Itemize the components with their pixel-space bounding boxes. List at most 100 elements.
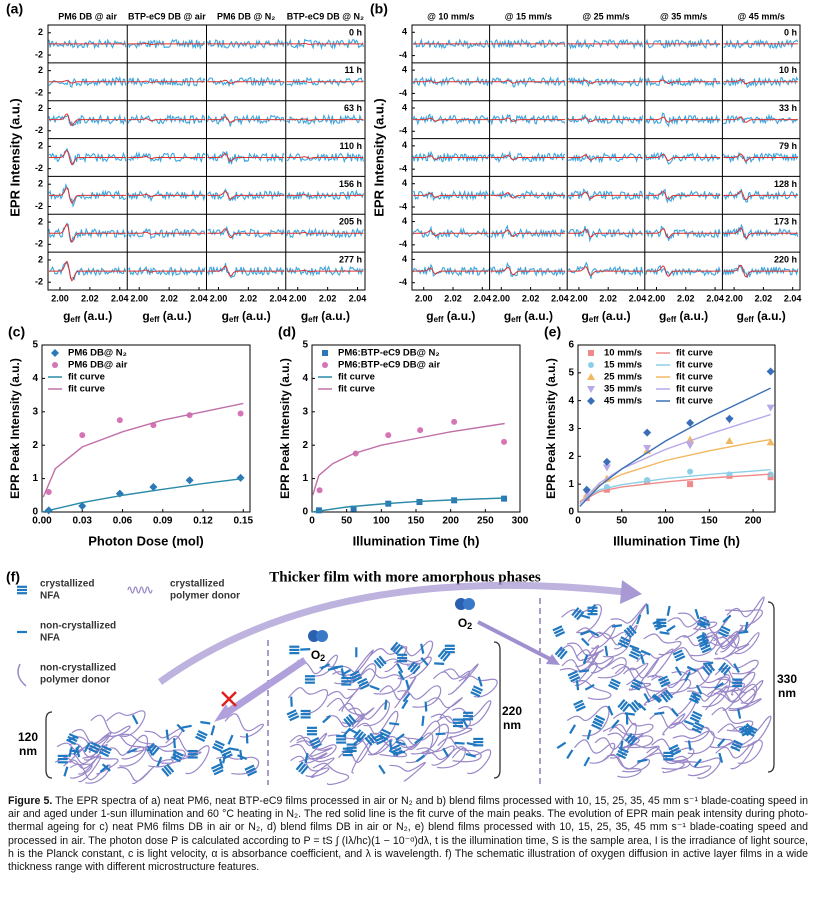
polymer — [458, 675, 498, 698]
nfa-single — [675, 666, 683, 676]
nfa-crystal — [672, 649, 683, 656]
marker — [45, 488, 52, 495]
y-axis-label: EPR Peak Intensity (a.u.) — [8, 358, 22, 499]
nfa-crystal — [619, 701, 628, 711]
spectrum — [722, 151, 799, 165]
panel-label: (f) — [6, 569, 20, 585]
nfa-single — [465, 752, 477, 758]
spectrum — [207, 262, 285, 279]
nfa-single — [414, 736, 424, 745]
nfa-single — [200, 720, 211, 725]
arrow-head — [214, 704, 232, 722]
polymer — [725, 680, 764, 704]
fit-curve — [41, 477, 244, 513]
x-tick-label: 200 — [745, 516, 762, 527]
nfa-crystal — [669, 747, 680, 754]
nfa-single — [395, 733, 405, 741]
polymer — [724, 690, 762, 710]
fit-line — [49, 113, 126, 127]
nfa-crystal — [659, 678, 670, 685]
nfa-single — [126, 747, 137, 754]
x-label-unit: (a.u.) — [239, 309, 271, 323]
polymer — [63, 755, 102, 782]
y-tick-label: -2 — [35, 125, 43, 135]
y-tick-label: 3 — [302, 406, 308, 417]
nfa-single — [590, 604, 597, 615]
polymer — [430, 713, 471, 734]
spectrum — [490, 150, 566, 164]
nfa-crystal — [471, 688, 482, 695]
nfa-crystal — [738, 724, 749, 731]
nfa-crystal — [298, 763, 307, 773]
nfa-crystal — [286, 709, 297, 716]
oxygen-label: O2 — [311, 648, 325, 663]
nfa-single — [694, 608, 700, 620]
fit-line — [645, 191, 721, 200]
y-tick-label: 4 — [402, 102, 407, 112]
nfa-crystal — [212, 766, 223, 773]
x-label-sub: eff — [229, 315, 239, 324]
nfa-crystal — [699, 616, 710, 623]
marker — [587, 373, 595, 380]
nfa-crystal — [694, 721, 705, 728]
nfa-crystal — [575, 705, 586, 712]
nfa-crystal — [704, 664, 713, 674]
nfa-crystal — [655, 624, 666, 631]
nfa-crystal — [571, 607, 580, 617]
x-axis-label: geff (a.u.) — [504, 309, 553, 324]
row-label: 0 h — [349, 27, 362, 37]
nfa-crystal — [573, 609, 582, 619]
polymer — [358, 668, 402, 695]
nfa-single — [435, 732, 446, 736]
x-tick-label: 2.02 — [444, 293, 462, 303]
x-label-sub: eff — [744, 315, 754, 324]
column-header: BTP-eC9 DB @ air — [128, 11, 206, 21]
nfa-single — [466, 741, 477, 747]
polymer — [682, 757, 721, 779]
nfa-single — [210, 725, 216, 736]
x-label-unit: (a.u.) — [80, 309, 112, 323]
polymer — [416, 745, 455, 766]
fit-line — [413, 117, 489, 122]
marker — [149, 482, 158, 491]
polymer — [643, 633, 682, 656]
frame — [411, 24, 801, 291]
marker — [686, 442, 695, 450]
nfa-single — [156, 756, 163, 767]
fit-line — [286, 194, 364, 197]
x-label-main: g — [63, 309, 70, 323]
fit-line — [128, 269, 205, 273]
nfa-crystal — [595, 714, 606, 721]
nfa-single — [683, 720, 695, 726]
nfa-crystal — [196, 732, 207, 740]
spectrum — [645, 38, 721, 49]
nfa-crystal — [358, 680, 369, 687]
x-label-sub: eff — [434, 315, 444, 324]
arrow-head — [546, 654, 560, 665]
x-label-sub: eff — [308, 315, 318, 324]
x-label-main: g — [301, 309, 308, 323]
legend-label: crystallized — [170, 579, 224, 590]
nfa-single — [239, 749, 243, 760]
nfa-crystal — [392, 749, 403, 757]
oxygen-sub: 2 — [320, 653, 325, 663]
y-tick-label: -4 — [399, 88, 407, 98]
column-header: @ 25 mm/s — [582, 11, 629, 21]
x-axis-label: geff (a.u.) — [426, 309, 475, 324]
polymer — [312, 762, 350, 786]
fit-line — [645, 79, 721, 85]
y-tick-label: 2 — [38, 141, 43, 151]
legend-label: fit curve — [676, 348, 713, 359]
nfa-single — [639, 653, 645, 665]
fit-line — [413, 155, 489, 160]
fit-line — [207, 116, 285, 124]
fit-line — [568, 154, 643, 161]
nfa-crystal — [68, 732, 79, 740]
nfa-crystal — [699, 638, 710, 645]
x-tick-label: 2.04 — [629, 293, 647, 303]
y-tick-label: 4 — [402, 254, 407, 264]
x-label-unit: (a.u.) — [754, 309, 786, 323]
nfa-crystal — [348, 714, 357, 724]
spectrum — [286, 265, 364, 277]
